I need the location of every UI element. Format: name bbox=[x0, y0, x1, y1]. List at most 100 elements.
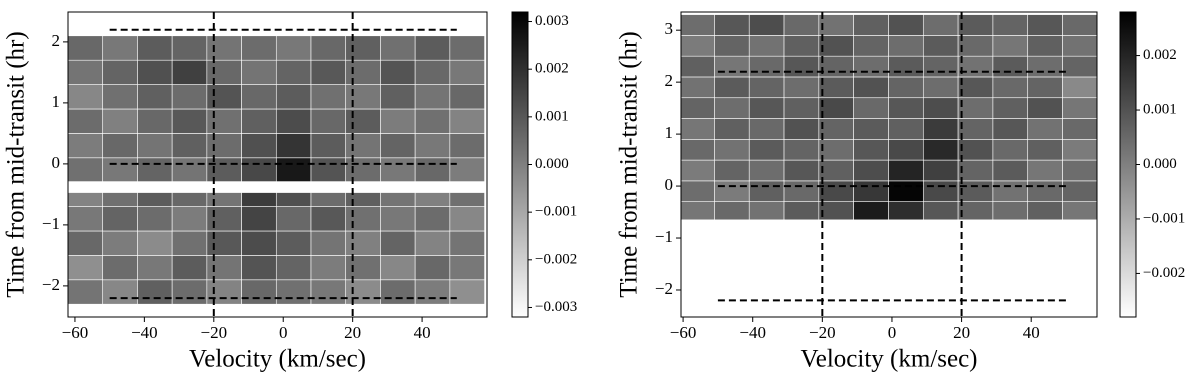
heatmap-cell bbox=[818, 159, 854, 182]
heatmap-cell bbox=[1062, 97, 1097, 119]
heatmap-cell bbox=[853, 14, 889, 36]
heatmap-cell bbox=[414, 192, 451, 207]
heatmap-cell bbox=[1062, 159, 1097, 182]
heatmap-cell bbox=[206, 59, 242, 85]
heatmap-cell bbox=[275, 206, 312, 232]
heatmap-cell bbox=[714, 180, 750, 202]
heatmap-cell bbox=[714, 159, 750, 182]
heatmap-cell bbox=[241, 157, 277, 182]
heatmap-cell bbox=[102, 35, 138, 61]
colorbar-tick-label: 0.000 bbox=[1143, 156, 1177, 172]
heatmap-cell bbox=[345, 192, 381, 207]
heatmap-cell bbox=[957, 14, 994, 36]
heatmap-cell bbox=[171, 59, 208, 85]
heatmap-cell bbox=[275, 59, 312, 85]
heatmap-cell bbox=[380, 192, 416, 207]
heatmap-cell bbox=[310, 108, 347, 134]
heatmap-cell bbox=[137, 59, 173, 85]
heatmap-cell bbox=[380, 59, 416, 85]
heatmap-cell bbox=[957, 35, 994, 57]
heatmap-cell bbox=[241, 206, 277, 232]
heatmap-cell bbox=[1062, 76, 1097, 99]
plot-frame bbox=[680, 11, 1098, 318]
heatmap-cell bbox=[137, 35, 173, 61]
heatmap-cell bbox=[853, 35, 889, 57]
heatmap-cell bbox=[449, 84, 485, 110]
heatmap-cell bbox=[102, 279, 138, 305]
x-tick-label: 20 bbox=[344, 323, 361, 342]
heatmap-cell bbox=[102, 157, 138, 182]
heatmap-cell bbox=[853, 118, 889, 140]
heatmap-cell bbox=[922, 201, 959, 221]
heatmap-cell bbox=[714, 55, 750, 78]
heatmap-cell bbox=[681, 159, 715, 182]
heatmap-cell bbox=[748, 35, 785, 57]
heatmap-cell bbox=[275, 35, 312, 61]
heatmap-cell bbox=[681, 97, 715, 119]
colorbar-tick-label: −0.001 bbox=[1143, 210, 1185, 226]
y-tick-label: 0 bbox=[52, 153, 61, 172]
heatmap-cell bbox=[922, 118, 959, 140]
heatmap-cell bbox=[310, 133, 347, 159]
heatmap-cell bbox=[275, 157, 312, 182]
heatmap-cell bbox=[853, 55, 889, 78]
heatmap-cell bbox=[449, 279, 485, 305]
heatmap-cell bbox=[818, 76, 854, 99]
heatmap-cell bbox=[206, 192, 242, 207]
heatmap-cell bbox=[992, 201, 1029, 221]
heatmap-cell bbox=[68, 133, 104, 159]
heatmap-cell bbox=[68, 35, 104, 61]
heatmap-cell bbox=[783, 180, 820, 202]
heatmap-cell bbox=[783, 35, 820, 57]
heatmap-cell bbox=[137, 133, 173, 159]
x-tick-label: 40 bbox=[1023, 323, 1040, 342]
heatmap-cell bbox=[922, 159, 959, 182]
heatmap-cell bbox=[681, 180, 715, 202]
heatmap-cell bbox=[449, 35, 485, 61]
heatmap-cell bbox=[414, 206, 451, 232]
heatmap-cell bbox=[957, 97, 994, 119]
heatmap-cell bbox=[1062, 55, 1097, 78]
heatmap-cell bbox=[748, 76, 785, 99]
heatmap-cell bbox=[414, 230, 451, 256]
heatmap-cell bbox=[102, 255, 138, 281]
heatmap-cell bbox=[171, 206, 208, 232]
heatmap-cell bbox=[818, 180, 854, 202]
heatmap-cell bbox=[1027, 35, 1063, 57]
heatmap-cell bbox=[783, 97, 820, 119]
colorbar-tick-label: −0.003 bbox=[535, 299, 577, 315]
heatmap-cell bbox=[922, 97, 959, 119]
x-tick-label: 0 bbox=[279, 323, 288, 342]
heatmap-cell bbox=[922, 14, 959, 36]
heatmap-cell bbox=[1027, 14, 1063, 36]
heatmap-cell bbox=[102, 192, 138, 207]
heatmap-cell bbox=[137, 255, 173, 281]
heatmap-cell bbox=[241, 133, 277, 159]
colorbar-tick-label: 0.002 bbox=[535, 61, 569, 77]
heatmap-cell bbox=[1062, 35, 1097, 57]
heatmap-cell bbox=[853, 201, 889, 221]
heatmap-cell bbox=[380, 206, 416, 232]
heatmap-cell bbox=[206, 133, 242, 159]
heatmap-cell bbox=[992, 97, 1029, 119]
heatmap-cell bbox=[922, 138, 959, 161]
heatmap-cell bbox=[888, 201, 924, 221]
heatmap-cell bbox=[714, 201, 750, 221]
heatmap-cell bbox=[171, 157, 208, 182]
heatmap-cell bbox=[1062, 180, 1097, 202]
heatmap-cell bbox=[414, 255, 451, 281]
heatmap-cell bbox=[818, 55, 854, 78]
heatmap-cell bbox=[241, 108, 277, 134]
colorbar-tick-label: 0.001 bbox=[1143, 101, 1177, 117]
colorbar-tick-label: 0.001 bbox=[535, 108, 569, 124]
heatmap-cell bbox=[345, 206, 381, 232]
heatmap-cell bbox=[818, 14, 854, 36]
heatmap-cell bbox=[714, 118, 750, 140]
heatmap-cell bbox=[681, 138, 715, 161]
heatmap-cell bbox=[380, 255, 416, 281]
heatmap-cell bbox=[68, 206, 104, 232]
heatmap-cell bbox=[1062, 138, 1097, 161]
heatmap-cell bbox=[310, 230, 347, 256]
heatmap-cell bbox=[414, 84, 451, 110]
heatmap-cell bbox=[171, 108, 208, 134]
